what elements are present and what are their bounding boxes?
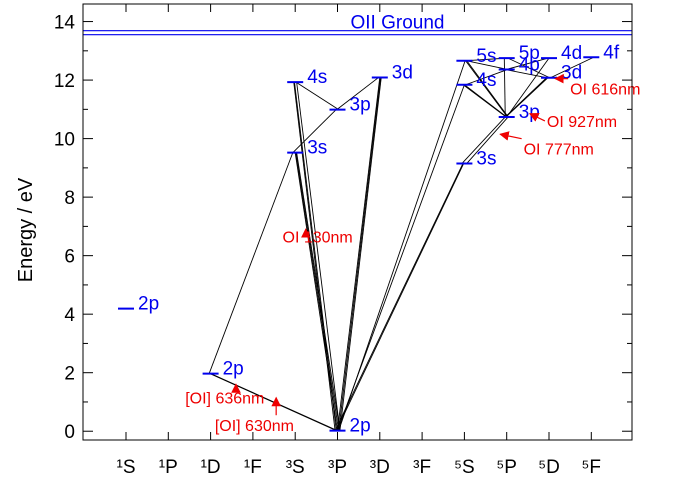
level-label: 4f xyxy=(603,42,620,63)
transition-line xyxy=(507,57,550,79)
transition-line xyxy=(334,163,464,431)
x-tick-label: ¹P xyxy=(159,457,178,478)
transition-line xyxy=(465,69,508,86)
ground-label: OII Ground xyxy=(351,13,445,34)
x-tick-label: ⁵D xyxy=(538,457,560,478)
transition-line xyxy=(466,60,509,118)
annotation-label: OI 777nm xyxy=(524,142,594,159)
transition-line xyxy=(465,60,508,118)
y-axis-ticks: 0 2 4 6 8 10 12 14 xyxy=(54,13,632,443)
annotation-arrow xyxy=(499,131,522,141)
transition-line xyxy=(295,81,339,111)
x-tick-label: ³D xyxy=(370,457,390,478)
x-tick-label: ⁵F xyxy=(582,457,601,478)
annotation-label: [OI] 636nm xyxy=(185,390,264,407)
level-label: 4p xyxy=(519,55,540,76)
y-tick-label: 0 xyxy=(64,422,75,443)
annotation-label: OI 130nm xyxy=(283,229,353,246)
transition-line xyxy=(296,82,341,431)
level-label: 2p xyxy=(350,416,371,437)
annotation-arrow xyxy=(528,113,546,122)
y-tick-label: 10 xyxy=(54,130,75,151)
level-label: 4d xyxy=(561,43,582,64)
transition-line xyxy=(338,77,381,431)
y-tick-label: 14 xyxy=(54,13,76,34)
transition-line xyxy=(295,152,340,431)
level-label: 2p xyxy=(138,294,159,315)
transition-line xyxy=(503,58,506,117)
x-tick-label: ¹D xyxy=(201,457,221,478)
transition-line xyxy=(466,116,509,164)
level-label: 3s xyxy=(307,138,327,159)
y-tick-label: 2 xyxy=(64,364,75,385)
annotations: OI 130nm [OI] 636nm [OI] 630nm OI 777nm OI 9… xyxy=(185,73,640,435)
transition-line xyxy=(208,152,294,374)
level-label: 3s xyxy=(476,148,496,169)
annotation-label: OI 616nm xyxy=(570,82,640,99)
transition-line xyxy=(505,77,549,118)
y-axis-title: Energy / eV xyxy=(15,177,37,282)
x-tick-label: ³P xyxy=(328,457,347,478)
transition-line xyxy=(505,69,547,79)
transition-line xyxy=(294,152,338,431)
transition-line xyxy=(505,57,548,70)
axes: 0 2 4 6 8 10 12 14 ¹S ¹P ¹D ¹F ³S ³P ³D ³F ⁵S ⁵P ⁵D ⁵F Ene… xyxy=(15,3,633,478)
transition-line xyxy=(461,116,506,164)
level-label: 5s xyxy=(476,46,496,67)
level-label: 2p xyxy=(223,359,244,380)
level-label: 3d xyxy=(561,63,582,84)
y-tick-label: 8 xyxy=(64,188,75,209)
x-tick-label: ³S xyxy=(286,457,305,478)
transition-line xyxy=(335,163,465,431)
x-tick-label: ¹S xyxy=(117,457,136,478)
transition-line xyxy=(339,77,382,431)
x-tick-label: ³F xyxy=(413,457,431,478)
y-tick-label: 6 xyxy=(64,247,75,268)
level-label: 3p xyxy=(519,102,540,123)
transition-line xyxy=(506,57,550,118)
transition-line xyxy=(466,60,509,70)
level-label: 3p xyxy=(350,95,371,116)
y-tick-label: 12 xyxy=(54,71,75,92)
level-label: 5p xyxy=(519,43,540,64)
level-label: 4s xyxy=(476,70,496,91)
transition-line xyxy=(504,77,547,118)
x-tick-label: ¹F xyxy=(244,457,262,478)
transition-line xyxy=(338,60,466,431)
y-tick-label: 4 xyxy=(64,305,75,326)
transition-line xyxy=(337,77,381,431)
annotation-label: [OI] 630nm xyxy=(215,418,294,435)
level-label: 3d xyxy=(392,62,413,83)
transition-line xyxy=(462,84,507,118)
annotation-label: OI 927nm xyxy=(547,114,617,131)
x-tick-label: ⁵S xyxy=(454,457,475,478)
transition-line xyxy=(464,84,507,118)
transition-line xyxy=(292,109,337,153)
transition-line xyxy=(296,152,341,431)
x-tick-label: ⁵P xyxy=(496,457,517,478)
x-axis-ticks: ¹S ¹P ¹D ¹F ³S ³P ³D ³F ⁵S ⁵P ⁵D ⁵F xyxy=(117,4,601,478)
ground-line-group: OII Ground xyxy=(83,13,632,36)
plot-frame xyxy=(82,3,633,441)
transition-line xyxy=(336,77,379,110)
level-label: 4s xyxy=(307,67,327,88)
